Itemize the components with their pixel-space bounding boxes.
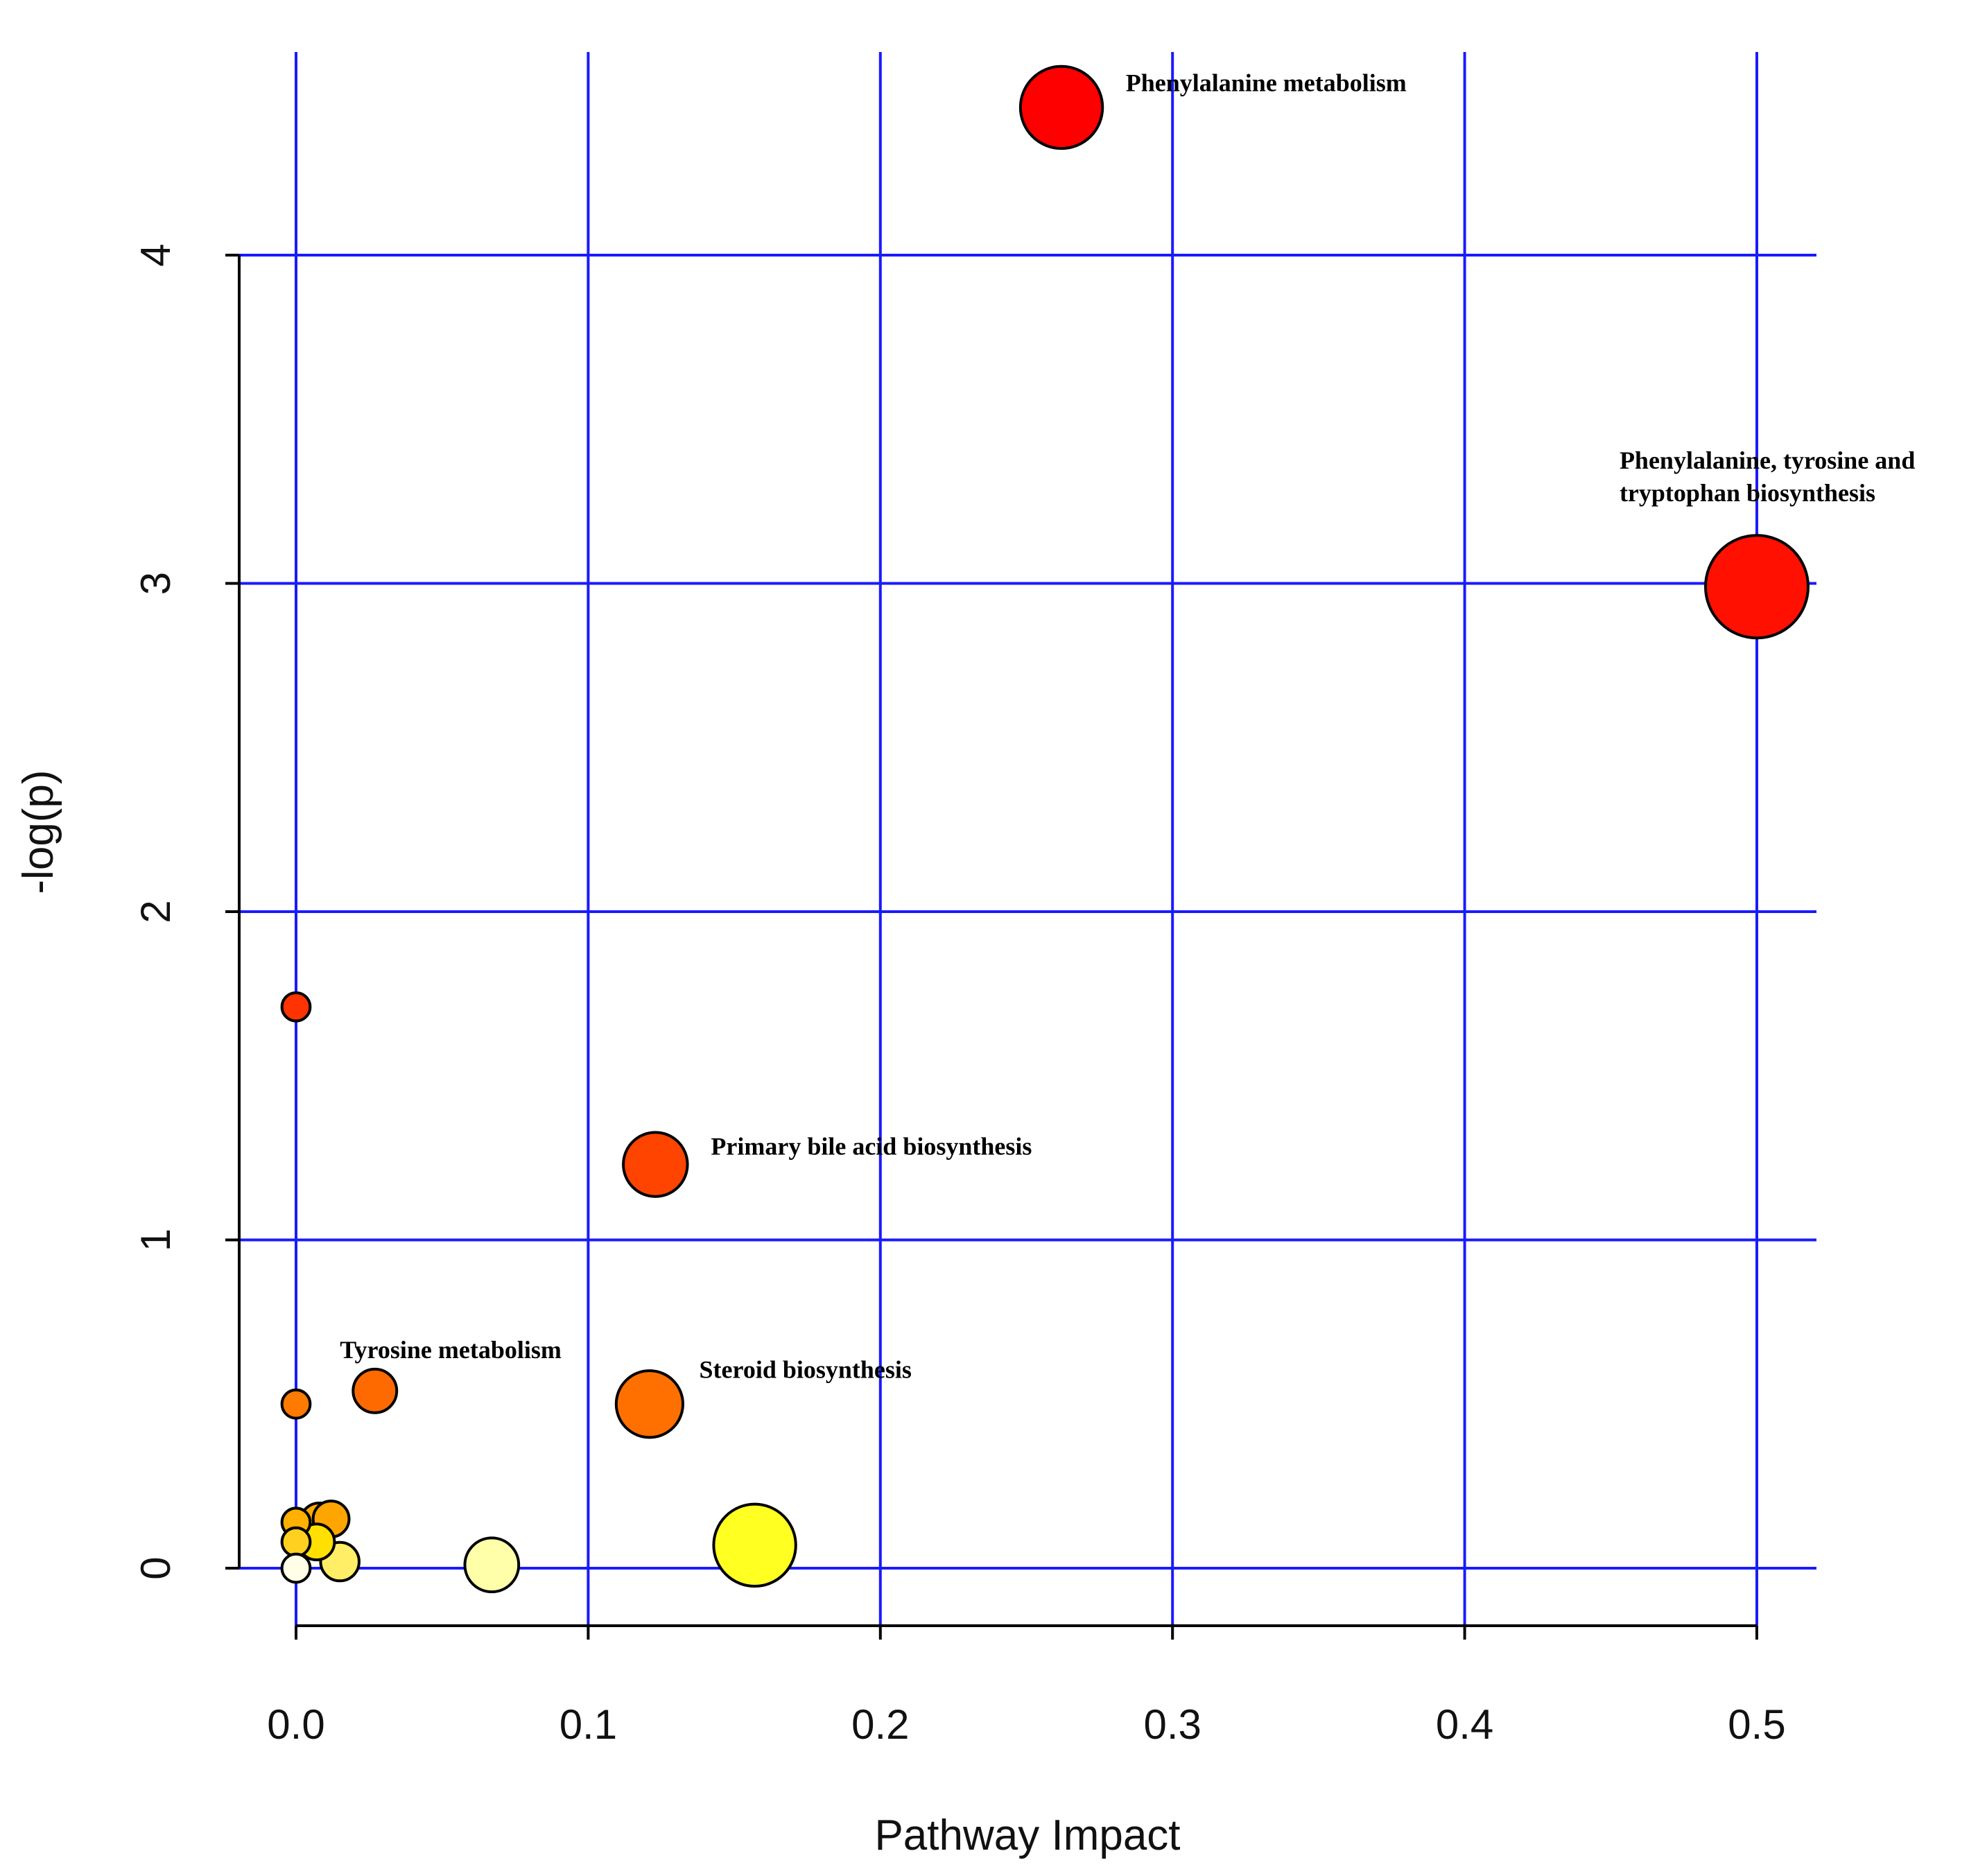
data-point-2 — [1018, 64, 1104, 150]
x-tick-label-3: 0.3 — [1143, 1701, 1201, 1748]
x-axis-title: Pathway Impact — [874, 1812, 1180, 1859]
data-point-15 — [280, 1552, 312, 1584]
y-tick-label-1: 1 — [132, 1228, 179, 1251]
x-tick-label-2: 0.2 — [851, 1701, 909, 1748]
data-points — [280, 64, 1810, 1594]
y-tick-label-0: 0 — [132, 1556, 179, 1579]
point-label-1: Phenylalanine, tyrosine and — [1620, 446, 1915, 474]
data-point-6 — [352, 1367, 399, 1414]
y-axis-title: -log(p) — [15, 770, 62, 894]
data-point-12 — [280, 1388, 312, 1420]
point-labels: Phenylalanine metabolism Phenylalanine, t… — [340, 69, 1915, 1383]
point-label-4: Tyrosine metabolism — [340, 1336, 562, 1364]
y-tick-label-2: 2 — [132, 900, 179, 923]
data-point-0 — [1704, 534, 1810, 640]
x-tick-label-5: 0.5 — [1728, 1701, 1785, 1748]
data-point-14 — [280, 1526, 312, 1558]
x-tick-label-4: 0.4 — [1436, 1701, 1493, 1748]
point-label-3: Primary bile acid biosynthesis — [711, 1132, 1032, 1160]
point-label-0: Phenylalanine metabolism — [1126, 69, 1407, 96]
data-point-1 — [712, 1502, 797, 1588]
x-ticks: 0.0 0.1 0.2 0.3 0.4 0.5 — [267, 1626, 1786, 1748]
axes — [238, 255, 1757, 1627]
data-point-11 — [280, 991, 312, 1023]
x-tick-label-0: 0.0 — [267, 1701, 324, 1748]
y-tick-label-4: 4 — [132, 243, 179, 266]
point-label-2: tryptophan biosynthesis — [1620, 479, 1875, 507]
data-point-3 — [614, 1369, 684, 1439]
data-point-5 — [463, 1536, 521, 1594]
grid-lines — [239, 52, 1816, 1626]
point-label-5: Steroid biosynthesis — [700, 1355, 912, 1383]
data-point-4 — [622, 1131, 689, 1198]
y-ticks: 0 1 2 3 4 — [132, 243, 239, 1580]
x-tick-label-1: 0.1 — [559, 1701, 617, 1748]
y-tick-label-3: 3 — [132, 572, 179, 595]
